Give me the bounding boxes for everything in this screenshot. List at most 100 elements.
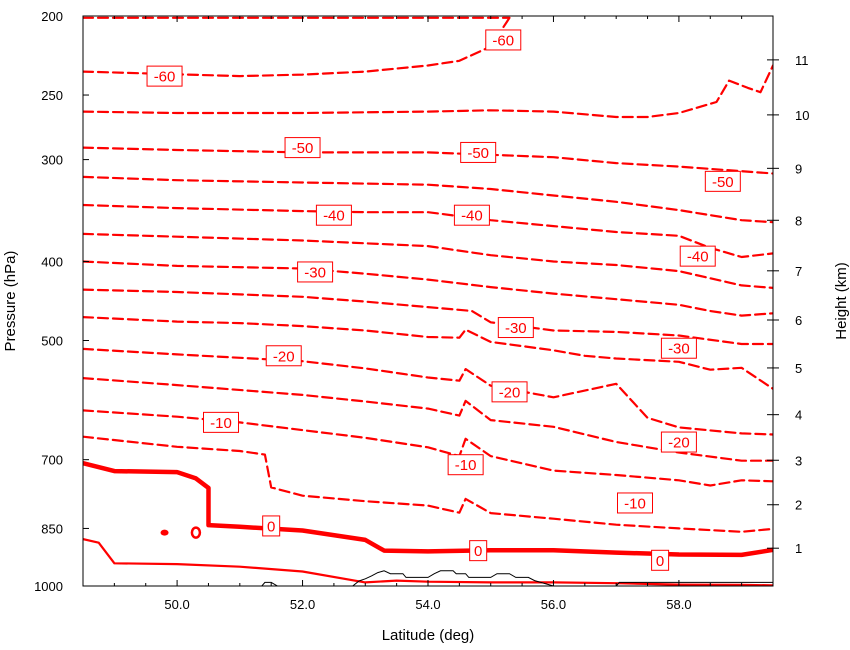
contour-label: -10 [203,411,239,433]
plot-frame [82,15,774,587]
contour-label: -10 [617,492,653,514]
contour-label-text: -40 [687,249,709,266]
x-axis-title: Latitude (deg) [382,627,475,644]
contour-label: -40 [453,204,490,226]
contour-label-box [485,29,522,51]
contour-label: 0 [262,515,281,537]
contour-label: -20 [660,431,697,453]
contour-label-box [617,492,653,514]
y-tick-label: 850 [41,521,63,536]
y-tick-label: 400 [41,254,63,269]
contour-label-box [447,454,484,476]
contour-line--45 [83,203,773,259]
contour-line--50 [83,175,773,224]
y-axis-height: 1 2 3 4 5 6 7 8 9 10 11 [767,53,809,556]
contour-line-0 [83,460,773,558]
contour-label: -10 [447,454,484,476]
y2-tick-label: 6 [795,313,802,328]
y2-axis-title: Height (km) [833,262,850,340]
x-axis: 50.0 52.0 54.0 56.0 58.0 [82,16,774,612]
y2-tick-label: 2 [795,498,802,513]
contour-label: -30 [497,317,534,339]
y2-tick-label: 7 [795,264,802,279]
y-tick-label: 300 [41,153,63,168]
contour-label-box [262,515,281,537]
contour-label-box [679,245,716,267]
contour-label-box [203,411,239,433]
contour-label: -40 [315,204,352,226]
x-tick-label: 56.0 [541,597,566,612]
contour-label-box [460,141,497,163]
y2-tick-label: 11 [795,53,809,68]
contour-line--20 [83,347,773,436]
contour-label-text: -40 [323,208,345,225]
contour-label-text: -20 [499,384,521,401]
y-axis-title: Pressure (hPa) [2,251,19,352]
contour-label-box [651,549,670,571]
terrain-layer [83,570,773,586]
contour-label: -30 [297,261,334,283]
x-tick-label: 58.0 [666,597,691,612]
contour-label: -40 [679,245,716,267]
contour-label-text: 0 [267,518,275,535]
y2-tick-label: 9 [795,161,802,176]
contour-label: -20 [491,381,528,403]
contour-line--35 [83,260,773,317]
y2-tick-label: 5 [795,361,802,376]
contour-line--5 [83,435,773,533]
contour-lines [83,16,773,586]
contour-label-box [297,261,334,283]
contour-label: 0 [651,549,670,571]
y2-tick-label: 4 [795,408,802,423]
contour-label-text: -50 [292,140,314,157]
contour-label-text: -20 [668,435,690,452]
contour-label-box [284,137,321,159]
y2-tick-label: 8 [795,213,802,228]
y2-tick-label: 3 [795,453,802,468]
zero-contour-blob [190,526,202,539]
y-tick-label: 250 [41,88,63,103]
contour-label-box [660,431,697,453]
contour-label-box [265,345,302,367]
contour-label: -50 [284,137,321,159]
contour-label-text: -60 [154,69,176,86]
contour-label-box [660,337,697,359]
contour-label-text: -30 [505,320,527,337]
contour-label: -60 [146,65,183,87]
contour-label-text: -10 [624,495,646,512]
contour-label-box [497,317,534,339]
contour-label-text: 0 [656,553,664,570]
contour-line--40 [83,232,773,289]
contour-label-box [491,381,528,403]
contour-line--25 [83,316,773,390]
contour-label-text: -10 [455,457,477,474]
contour-line--55 [83,64,773,119]
y-tick-label: 200 [41,9,63,24]
contour-label-text: -60 [492,32,514,49]
terrain-outline [83,570,773,586]
contour-label-box [704,170,741,192]
contour-line-0 [83,538,773,586]
contour-line--30 [83,288,773,346]
contour-label-text: -40 [461,208,483,225]
contour-label-text: -30 [668,341,690,358]
contour-label-text: 0 [474,543,482,560]
contour-label-box [469,540,488,562]
contour-label-text: -50 [712,174,734,191]
y-tick-label: 500 [41,334,63,349]
x-tick-label: 50.0 [164,597,189,612]
contour-label-text: -30 [304,264,326,281]
y2-tick-label: 10 [795,108,809,123]
contour-label-box [453,204,490,226]
contour-label-text: -50 [467,145,489,162]
y-tick-label: 700 [41,453,63,468]
x-tick-label: 52.0 [290,597,315,612]
zero-contour-blob [160,529,169,536]
contour-labels: -60 -60 -50 -50 -50 -40 -40 -40 -30 -30 -30 -20 -20 -… [146,29,741,571]
y2-tick-label: 1 [795,541,802,556]
y-axis-pressure: 200 250 300 400 500 700 850 1000 [34,9,89,594]
contour-label: -50 [460,141,497,163]
contour-label-box [146,65,183,87]
contour-label: -50 [704,170,741,192]
